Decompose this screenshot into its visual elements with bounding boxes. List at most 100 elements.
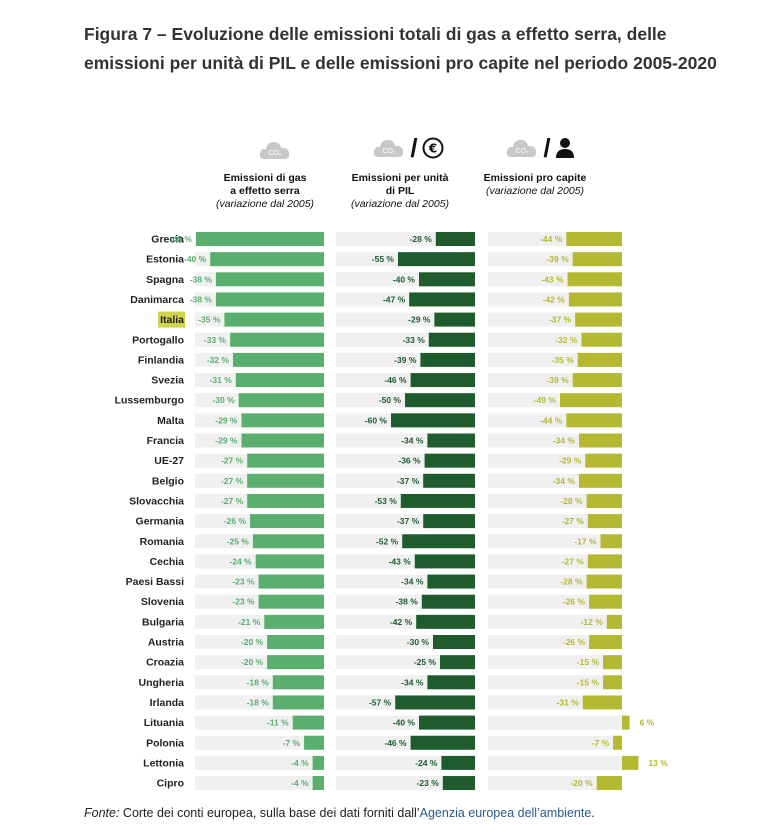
category-label: Austria bbox=[148, 637, 184, 649]
bar-background bbox=[336, 755, 475, 770]
bar bbox=[582, 695, 622, 710]
bar bbox=[566, 413, 622, 428]
data-label: -21 % bbox=[238, 617, 261, 627]
data-label: -33 % bbox=[204, 335, 227, 345]
bar bbox=[215, 292, 324, 307]
bar bbox=[442, 776, 475, 791]
data-label: -4 % bbox=[291, 758, 309, 768]
bar bbox=[568, 292, 622, 307]
data-label: -30 % bbox=[212, 395, 235, 405]
bar bbox=[586, 574, 622, 589]
data-label: -7 % bbox=[283, 738, 301, 748]
category-label: Lussemburgo bbox=[115, 395, 184, 407]
bar-background bbox=[488, 534, 622, 549]
bar bbox=[600, 534, 622, 549]
bar bbox=[434, 312, 475, 327]
data-label: -40 % bbox=[393, 274, 416, 284]
data-label: -27 % bbox=[562, 556, 585, 566]
column-header-1: Emissioni di gas a effetto serra (variaz… bbox=[200, 172, 330, 211]
bar bbox=[235, 373, 324, 388]
source-link[interactable]: Agenzia europea dell’ambiente bbox=[419, 806, 592, 820]
data-label: -46 % bbox=[384, 375, 407, 385]
co2-per-euro-icon: CO₂ / € bbox=[368, 135, 448, 161]
category-label: UE-27 bbox=[154, 455, 184, 467]
co2-cloud-icon: CO₂ bbox=[372, 136, 406, 160]
data-label: -34 % bbox=[401, 436, 424, 446]
bar bbox=[398, 252, 475, 267]
bar bbox=[613, 735, 622, 750]
data-label: -31 % bbox=[210, 375, 233, 385]
bar bbox=[272, 675, 324, 690]
data-label: -33 % bbox=[403, 335, 426, 345]
category-label: Finlandia bbox=[138, 354, 184, 366]
bar-background bbox=[488, 755, 622, 770]
bar bbox=[596, 776, 622, 791]
co2-per-person-icon: CO₂ / bbox=[500, 135, 580, 161]
data-label: -27 % bbox=[221, 496, 244, 506]
bar bbox=[255, 554, 324, 569]
data-label: -43 % bbox=[389, 556, 412, 566]
column-subheading: (variazione dal 2005) bbox=[350, 198, 450, 210]
bar bbox=[304, 735, 324, 750]
bar bbox=[566, 232, 622, 246]
bar bbox=[433, 635, 475, 649]
bar bbox=[410, 735, 475, 750]
bar bbox=[572, 373, 622, 388]
data-label: -37 % bbox=[549, 315, 572, 325]
bar bbox=[587, 554, 622, 569]
svg-text:€: € bbox=[427, 142, 436, 156]
data-label: -40 % bbox=[393, 718, 416, 728]
category-label: Slovenia bbox=[141, 596, 184, 608]
data-label: -44 % bbox=[540, 234, 563, 244]
data-label: -60 % bbox=[365, 415, 388, 425]
column-heading: Emissioni pro capite bbox=[483, 172, 587, 184]
bar-background bbox=[195, 776, 324, 791]
bar-background bbox=[488, 655, 622, 670]
figure-title: Figura 7 – Evoluzione delle emissioni to… bbox=[84, 24, 717, 73]
data-label: -34 % bbox=[553, 476, 576, 486]
bar bbox=[435, 232, 475, 246]
bar bbox=[578, 473, 622, 488]
data-label: -42 % bbox=[390, 617, 413, 627]
data-label: -35 % bbox=[551, 355, 574, 365]
bar bbox=[427, 574, 475, 589]
bar-background bbox=[195, 755, 324, 770]
co2-cloud-icon: CO₂ bbox=[505, 136, 539, 160]
data-label: -28 % bbox=[560, 577, 583, 587]
data-label: -29 % bbox=[559, 456, 582, 466]
data-label: -37 % bbox=[397, 476, 420, 486]
bar bbox=[424, 453, 475, 468]
data-label: -15 % bbox=[577, 657, 600, 667]
data-label: -42 % bbox=[543, 294, 566, 304]
bar bbox=[587, 514, 622, 529]
bar bbox=[581, 332, 622, 347]
bar bbox=[409, 292, 475, 307]
bar-chart: Grecia-45 % -28 % -44 %Estonia -40 % -55 % -3… bbox=[115, 232, 668, 791]
bar bbox=[400, 493, 475, 508]
data-label: -7 % bbox=[592, 738, 610, 748]
data-label: -18 % bbox=[247, 677, 270, 687]
data-label: -25 % bbox=[227, 536, 250, 546]
category-label: Cechia bbox=[150, 556, 185, 568]
data-label: -15 % bbox=[577, 677, 600, 687]
bar bbox=[215, 272, 324, 287]
source-end: . bbox=[591, 806, 595, 820]
data-label: -23 % bbox=[232, 597, 255, 607]
category-label: Paesi Bassi bbox=[126, 576, 184, 588]
bar bbox=[585, 453, 622, 468]
bar bbox=[312, 776, 324, 791]
column-subheading: (variazione dal 2005) bbox=[215, 198, 315, 210]
person-icon bbox=[555, 137, 575, 159]
bar bbox=[230, 332, 324, 347]
bar bbox=[264, 614, 324, 629]
data-label: -40 % bbox=[184, 254, 207, 264]
column-heading: a effetto serra bbox=[230, 185, 300, 197]
bar bbox=[421, 594, 475, 609]
category-label: Slovacchia bbox=[129, 495, 184, 507]
bar-background bbox=[195, 735, 324, 750]
bar-background bbox=[488, 675, 622, 690]
bar bbox=[196, 232, 324, 246]
source-label: Fonte: bbox=[84, 806, 120, 820]
data-label: -27 % bbox=[562, 516, 585, 526]
bar bbox=[567, 272, 622, 287]
